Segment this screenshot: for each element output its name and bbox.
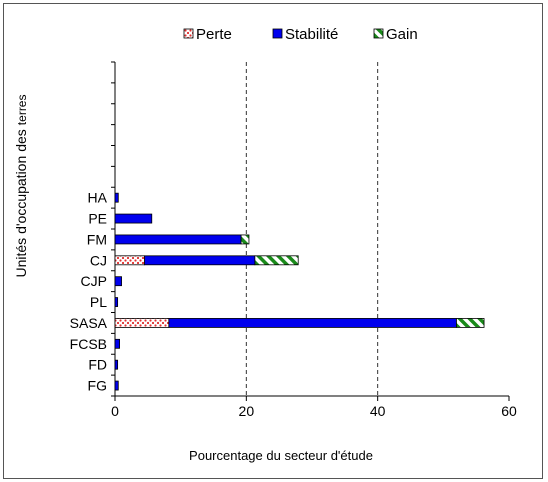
y-axis-title: Unités d'occupation des terres <box>13 94 29 277</box>
bar-stabilité-fm <box>115 235 241 244</box>
bar-stabilité-pe <box>115 214 152 223</box>
category-label: PL <box>90 294 107 310</box>
category-label: HA <box>88 190 108 206</box>
bar-perte-sasa <box>115 318 169 327</box>
chart-frame: Perte Stabilité Gain 0 20 40 60 HA PE FM CJ CJP PL S… <box>3 3 543 479</box>
bar-chart: Perte Stabilité Gain 0 20 40 60 HA PE FM CJ CJP PL S… <box>4 4 544 480</box>
x-axis-title: Pourcentage du secteur d'étude <box>189 448 373 463</box>
bar-stabilité-fcsb <box>115 339 120 348</box>
bar-stabilité-cj <box>145 256 255 265</box>
legend-label-stabilité: Stabilité <box>285 26 338 43</box>
bar-gain-fm <box>241 235 249 244</box>
bar-gain-cj <box>255 256 298 265</box>
legend: Perte Stabilité Gain <box>184 26 418 43</box>
legend-label-perte: Perte <box>196 26 232 43</box>
x-tick-label: 60 <box>501 403 517 419</box>
category-label: SASA <box>70 315 108 331</box>
y-axis-title-part: Unités d'occupation <box>13 156 29 278</box>
bar-stabilité-pl <box>115 298 118 307</box>
legend-swatch-perte <box>184 29 193 38</box>
x-tick-label: 0 <box>111 403 119 419</box>
category-label: CJ <box>90 252 107 268</box>
y-axis-title-part: des <box>13 129 29 152</box>
category-label: FD <box>88 357 107 373</box>
bar-gain-sasa <box>456 318 484 327</box>
bar-perte-cj <box>115 256 145 265</box>
category-label: CJP <box>81 273 107 289</box>
bar-stabilité-sasa <box>169 318 457 327</box>
legend-label-gain: Gain <box>386 26 418 43</box>
category-label: FM <box>87 231 107 247</box>
bar-stabilité-ha <box>115 193 118 202</box>
bar-stabilité-fg <box>115 381 118 390</box>
category-label: PE <box>88 211 107 227</box>
legend-swatch-gain <box>374 29 383 38</box>
x-tick-label: 20 <box>239 403 255 419</box>
category-label: FCSB <box>70 336 107 352</box>
bar-stabilité-fd <box>115 360 118 369</box>
bar-stabilité-cjp <box>115 277 122 286</box>
plot-area: 0 20 40 60 HA PE FM CJ CJP PL SASA FCSB FD FG <box>70 62 517 419</box>
y-axis-title-part: terres <box>15 94 29 125</box>
category-label: FG <box>88 378 107 394</box>
legend-swatch-stabilité <box>273 29 282 38</box>
x-tick-label: 40 <box>370 403 386 419</box>
